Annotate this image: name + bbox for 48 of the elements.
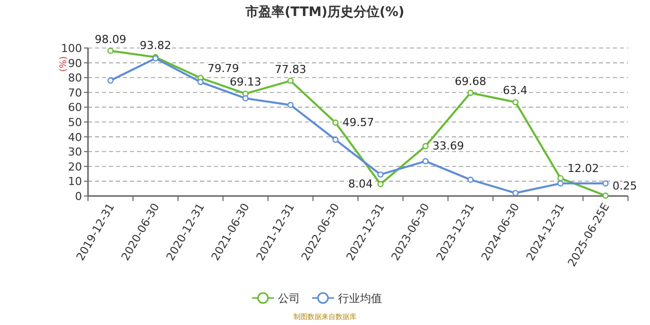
chart-title: 市盈率(TTM)历史分位(%) [244,4,404,20]
point [107,77,114,84]
point [422,158,429,164]
data-label: 93.82 [140,39,172,52]
y-tick-label: 70 [68,86,82,100]
legend-label: 公司 [278,292,300,305]
y-tick-label: 20 [68,160,82,174]
data-label: 63.4 [502,84,528,98]
point [422,143,429,150]
point [242,95,249,102]
point [467,176,474,183]
y-tick-label: 40 [68,130,82,144]
legend-label: 行业均值 [338,292,382,305]
point [377,171,384,178]
point [287,102,294,108]
data-label: 0.25 [612,180,637,193]
point [377,181,384,188]
point [557,180,564,187]
y-tick-label: 100 [61,42,82,55]
point [332,136,339,143]
point [602,192,609,199]
data-label: 77.83 [274,62,306,76]
y-tick-label: 80 [68,72,82,85]
y-tick-label: 90 [68,56,82,70]
point [332,120,339,126]
point [287,78,294,84]
data-label: 12.02 [568,162,599,176]
y-tick-label: 60 [68,101,82,114]
data-label: 33.69 [432,140,464,153]
data-label: 98.09 [94,32,126,46]
point [107,48,114,54]
y-tick-label: 0 [75,190,82,203]
point [602,180,609,187]
y-tick-label: 30 [68,146,82,159]
point [557,175,564,182]
data-label: 69.68 [454,74,486,88]
data-label: 8.04 [348,178,373,191]
y-axis-title: (%) [59,56,69,72]
data-label: 79.79 [208,62,239,75]
data-label: 49.57 [342,116,374,130]
point [467,90,474,96]
point [197,78,204,86]
point [512,99,519,106]
data-label: 69.13 [230,76,262,89]
y-tick-label: 10 [68,175,82,188]
y-tick-label: 50 [68,116,82,129]
point [242,90,249,97]
point [512,190,519,196]
